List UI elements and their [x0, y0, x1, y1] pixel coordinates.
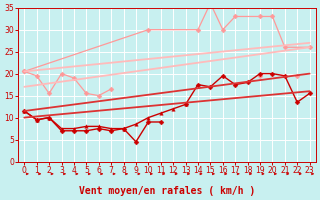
X-axis label: Vent moyen/en rafales ( km/h ): Vent moyen/en rafales ( km/h ): [79, 186, 255, 196]
